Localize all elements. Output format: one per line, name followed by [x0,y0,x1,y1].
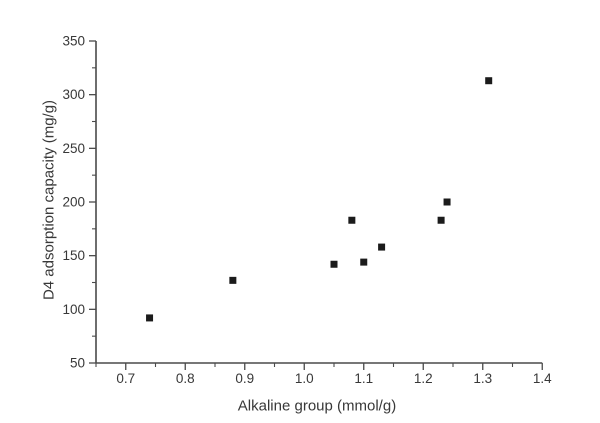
data-point-marker [229,276,237,284]
data-point-marker [443,198,451,206]
y-tick-label: 300 [62,87,85,102]
y-tick-label: 150 [62,248,85,263]
x-axis-title: Alkaline group (mmol/g) [237,397,397,415]
x-tick-label: 1.1 [354,371,373,386]
x-tick-label: 1.2 [414,371,433,386]
data-point-marker [378,243,386,251]
data-point-marker [330,260,338,268]
y-tick-label: 50 [70,356,85,371]
y-tick-label: 100 [62,302,85,317]
data-point-marker [348,216,356,224]
x-tick-label: 1.4 [533,371,552,386]
x-tick-label: 0.9 [235,371,254,386]
data-point-marker [146,314,154,322]
x-tick-label: 1.3 [473,371,492,386]
data-point-marker [360,258,368,266]
x-tick-label: 1.0 [295,371,314,386]
x-tick-label: 0.8 [176,371,195,386]
y-tick-label: 200 [62,195,85,210]
data-point-marker [437,216,445,224]
y-tick-label: 250 [62,141,85,156]
x-tick-label: 0.7 [116,371,135,386]
y-tick-label: 350 [62,34,85,49]
data-point-marker [485,77,493,85]
y-axis-title: D4 adsorption capacity (mg/g) [40,99,58,301]
